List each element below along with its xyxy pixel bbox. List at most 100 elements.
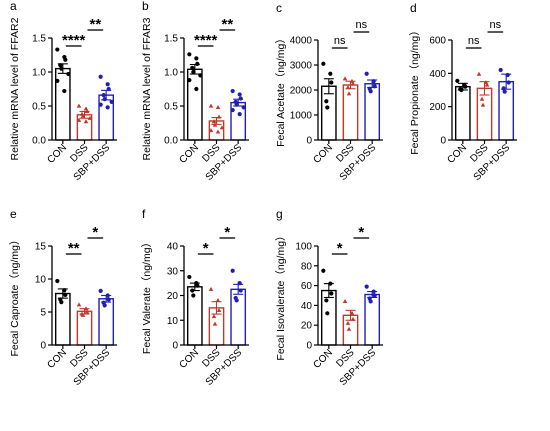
bar-2 [342,84,359,141]
y-axis-label: Relative mRNA level of FFAR3 [141,17,153,160]
y-tick-label: 1000 [290,111,313,122]
data-point [329,291,334,296]
data-point [368,299,373,304]
data-point [328,281,333,286]
data-point [219,125,225,130]
data-point [368,89,373,94]
data-point [346,91,352,96]
data-point [195,61,200,66]
data-point [215,298,221,303]
data-point [105,293,110,298]
data-point [237,92,242,97]
data-point [364,284,369,289]
data-point [329,80,334,85]
data-point [324,99,329,104]
y-axis-label: Fecal Acetate（ng/mg） [275,33,287,147]
data-point [371,289,376,294]
bar-3 [230,288,247,346]
data-point [63,292,68,297]
data-point [237,112,242,117]
data-point [234,298,239,303]
y-tick-label: 60 [301,281,313,292]
data-point [83,106,89,111]
data-point [83,119,89,124]
y-tick-label: 40 [301,301,313,312]
data-point [346,326,352,331]
y-tick-label: 10 [35,275,47,286]
data-point [62,288,67,293]
data-point [479,96,485,101]
data-point [342,76,348,81]
panel-letter: c [276,1,282,15]
significance-label: * [337,240,343,257]
significance-label: ns [334,35,346,47]
data-point [501,86,506,91]
significance-label: ns [490,19,502,31]
data-point [372,293,377,298]
y-tick-label: 0.5 [164,102,178,113]
data-point [238,288,243,293]
x-tick-label: CON [445,142,469,166]
data-point [109,99,114,105]
data-point [498,67,503,73]
data-point [105,105,110,110]
y-tick-label: 0.0 [164,136,178,147]
panel-letter: d [410,1,417,15]
data-point [215,104,221,109]
x-tick-label: CON [45,347,69,371]
data-point [350,81,356,86]
y-axis-label: Fecal Valerate（ng/mg） [141,237,153,354]
data-point [208,103,214,108]
y-tick-label: 0 [40,341,46,352]
x-tick-label: CON [311,142,335,166]
data-point [211,119,217,124]
y-tick-label: 200 [429,102,446,113]
data-point [101,93,106,98]
data-point [230,268,235,273]
y-tick-label: 600 [429,36,446,47]
data-point [345,85,351,90]
y-tick-label: 15 [35,242,47,253]
data-point [187,52,192,57]
data-point [190,65,195,71]
data-point [76,103,82,108]
data-point [98,102,103,107]
panel-letter: e [10,207,17,221]
data-point [84,309,90,314]
data-point [364,71,369,76]
y-tick-label: 20 [167,291,179,302]
y-tick-label: 3000 [290,61,313,72]
data-point [325,105,330,110]
y-tick-label: 0.5 [32,102,46,113]
significance-label: **** [62,32,86,49]
significance-label: * [224,224,230,241]
data-point [76,302,82,307]
data-point [211,314,217,319]
data-point [502,89,507,94]
data-point [238,96,243,101]
data-point [195,283,200,288]
data-point [55,78,60,83]
x-tick-label: CON [45,142,69,166]
y-tick-label: 5 [40,308,46,319]
significance-label: * [203,240,209,257]
y-tick-label: 10 [167,316,179,327]
data-point [98,288,103,293]
data-point [55,47,60,52]
data-point [350,316,356,321]
y-tick-label: 0 [172,341,178,352]
data-point [324,298,329,303]
data-point [187,274,192,280]
bar-1 [454,85,471,141]
y-tick-label: 0 [306,136,312,147]
significance-label: * [358,224,364,241]
data-point [237,281,242,286]
data-point [194,86,199,92]
data-point [506,80,511,85]
data-point [208,286,214,291]
data-point [194,56,199,61]
